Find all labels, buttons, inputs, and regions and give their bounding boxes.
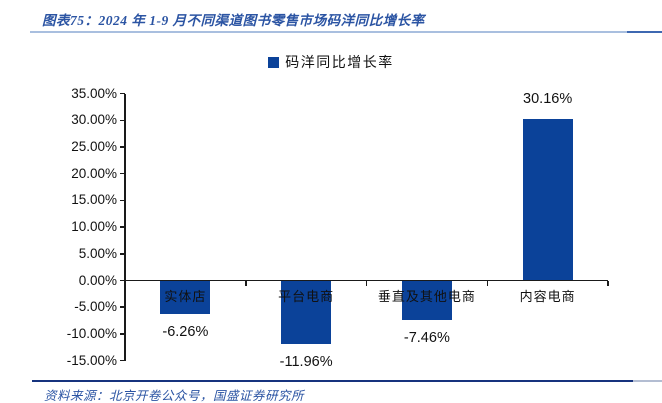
y-axis-tick-label: 30.00% — [71, 112, 117, 128]
y-axis-tick — [120, 172, 125, 175]
x-axis-tick — [607, 280, 609, 286]
y-axis-tick-label: 5.00% — [78, 245, 117, 261]
y-axis-tick-label: 35.00% — [71, 85, 117, 101]
category-label: 平台电商 — [278, 289, 335, 304]
legend-label: 码洋同比增长率 — [285, 56, 394, 71]
y-axis-tick — [120, 146, 125, 148]
y-axis-tick-label: 15.00% — [71, 192, 117, 208]
y-axis-tick-label: 25.00% — [71, 139, 117, 154]
y-axis-tick — [120, 359, 125, 362]
y-axis-line — [124, 94, 126, 361]
x-axis-tick — [486, 280, 488, 286]
y-axis-tick — [120, 253, 125, 255]
figure-title: 图表75：2024 年 1-9 月不同渠道图书零售市场码洋同比增长率 — [42, 13, 425, 28]
bar — [281, 280, 332, 345]
title-divider — [30, 31, 662, 33]
y-axis-tick — [120, 199, 125, 202]
value-label: 30.16% — [523, 91, 573, 108]
source-divider-accent — [633, 380, 662, 382]
y-axis-tick-label: -5.00% — [74, 299, 117, 315]
x-axis-tick — [365, 280, 368, 286]
y-axis-tick — [120, 119, 125, 122]
y-axis-tick-label: -10.00% — [66, 325, 117, 341]
category-label: 实体店 — [164, 289, 207, 304]
bar — [401, 280, 452, 321]
value-label: -6.26% — [162, 323, 209, 340]
source-divider — [32, 380, 662, 382]
category-label: 内容电商 — [519, 289, 576, 304]
y-axis-tick-label: -15.00% — [66, 352, 117, 368]
y-axis-tick-label: 20.00% — [71, 165, 117, 181]
source-text: 资料来源：北京开卷公众号，国盛证券研究所 — [44, 389, 305, 403]
y-axis-tick — [120, 279, 125, 282]
title-divider-accent — [627, 31, 662, 33]
legend: 码洋同比增长率 — [0, 53, 662, 71]
value-label: -7.46% — [403, 330, 450, 347]
y-axis-tick-label: 0.00% — [78, 272, 117, 288]
y-axis-tick — [120, 92, 125, 95]
y-axis-tick — [120, 306, 125, 308]
bar — [160, 280, 211, 314]
x-axis-tick — [245, 280, 247, 286]
y-axis-tick — [120, 333, 125, 335]
legend-swatch — [268, 56, 280, 68]
value-label: -11.96% — [279, 354, 333, 371]
category-label: 垂直及其他电商 — [377, 289, 476, 304]
y-axis-tick-label: 10.00% — [71, 219, 117, 235]
y-axis-tick — [120, 226, 125, 228]
bar — [522, 119, 573, 281]
